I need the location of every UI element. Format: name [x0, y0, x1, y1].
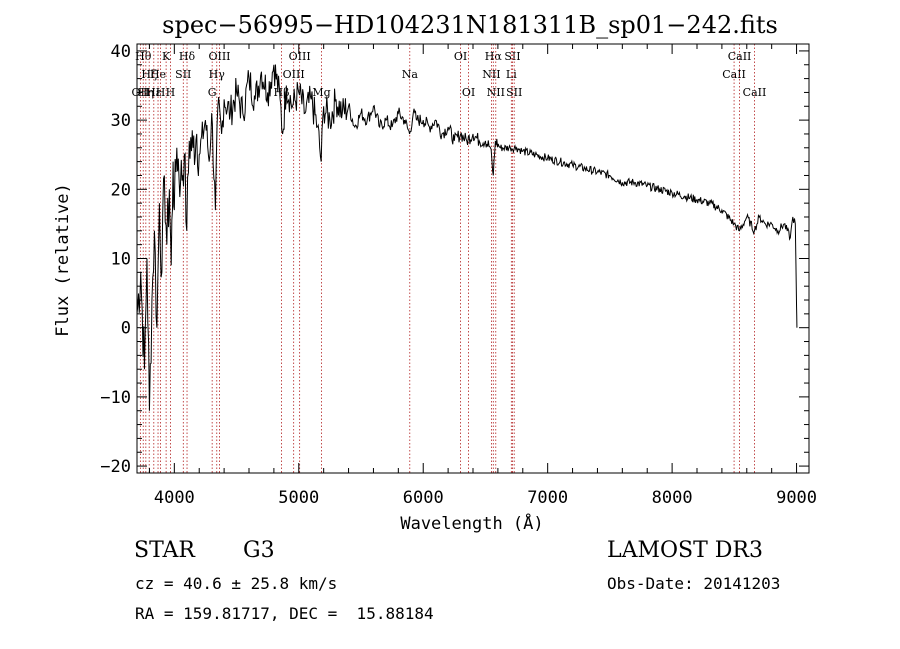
y-tick-label: −20: [100, 457, 131, 477]
x-axis-label: Wavelength (Å): [400, 512, 543, 534]
spectrum-line: [136, 64, 798, 411]
survey-name: LAMOST DR3: [607, 538, 763, 563]
line-marker-label: OI: [454, 50, 467, 63]
line-marker-label: NII: [482, 68, 500, 81]
flux-series: [136, 64, 798, 411]
line-marker-label: H: [166, 86, 176, 99]
line-marker-label: CaII: [722, 68, 746, 81]
line-marker-label: SII: [504, 50, 520, 63]
redshift-cz: cz = 40.6 ± 25.8 km/s: [135, 574, 338, 593]
line-marker-label: Mg: [312, 86, 330, 99]
line-marker-label: CaII: [743, 86, 767, 99]
line-marker-label: Hε: [146, 86, 162, 99]
line-marker-label: Na: [402, 68, 419, 81]
line-marker-label: CaII: [728, 50, 752, 63]
line-marker-label: Hδ: [179, 50, 196, 63]
line-marker-label: Hη: [138, 86, 154, 99]
x-tick-label: 8000: [652, 488, 693, 508]
line-marker-label: H: [156, 86, 166, 99]
x-tick-label: 7000: [527, 488, 568, 508]
x-tick-label: 4000: [154, 488, 195, 508]
line-marker-label: OIII: [208, 50, 230, 63]
y-tick-label: 20: [111, 180, 131, 200]
line-marker-label: Li: [506, 68, 517, 81]
observation-date: Obs-Date: 20141203: [607, 574, 781, 593]
line-marker-label: Hζ: [141, 68, 157, 81]
y-tick-label: 30: [111, 111, 131, 131]
plot-frame: [136, 43, 810, 474]
coordinates: RA = 159.81717, DEC = 15.88184: [135, 604, 434, 623]
line-marker-label: Hγ: [209, 68, 226, 81]
emission-line-markers: OIIHθHηHζHεHeHKHSIIHδGHγOIIIHβOIIIOIIIMg…: [132, 44, 767, 473]
y-tick-label: −10: [100, 388, 131, 408]
line-marker-label: K: [162, 50, 171, 63]
object-subclass: G3: [243, 538, 275, 563]
line-marker-label: OIII: [289, 50, 311, 63]
line-marker-label: G: [208, 86, 217, 99]
y-tick-label: 0: [121, 319, 131, 339]
y-axis-ticks: −20 −10 0 10 20 30 40: [100, 42, 809, 477]
x-tick-label: 6000: [403, 488, 444, 508]
line-marker-label: OIII: [283, 68, 305, 81]
line-marker-label: OI: [462, 86, 475, 99]
chart-title: spec−56995−HD104231N181311B_sp01−242.fit…: [162, 11, 778, 39]
line-marker-label: Hθ: [135, 50, 152, 63]
y-axis-label: Flux (relative): [53, 183, 73, 337]
line-marker-label: Hα: [485, 50, 503, 63]
line-marker-label: SII: [506, 86, 522, 99]
object-class: STAR: [134, 538, 195, 563]
x-tick-label: 9000: [776, 488, 817, 508]
y-tick-label: 10: [111, 250, 131, 270]
x-tick-label: 5000: [278, 488, 319, 508]
x-axis-ticks: 4000 5000 6000 7000 8000 9000: [148, 44, 817, 508]
line-marker-label: NII: [487, 86, 505, 99]
line-marker-label: SII: [175, 68, 191, 81]
line-marker-label: He: [150, 68, 166, 81]
y-tick-label: 40: [111, 42, 131, 62]
